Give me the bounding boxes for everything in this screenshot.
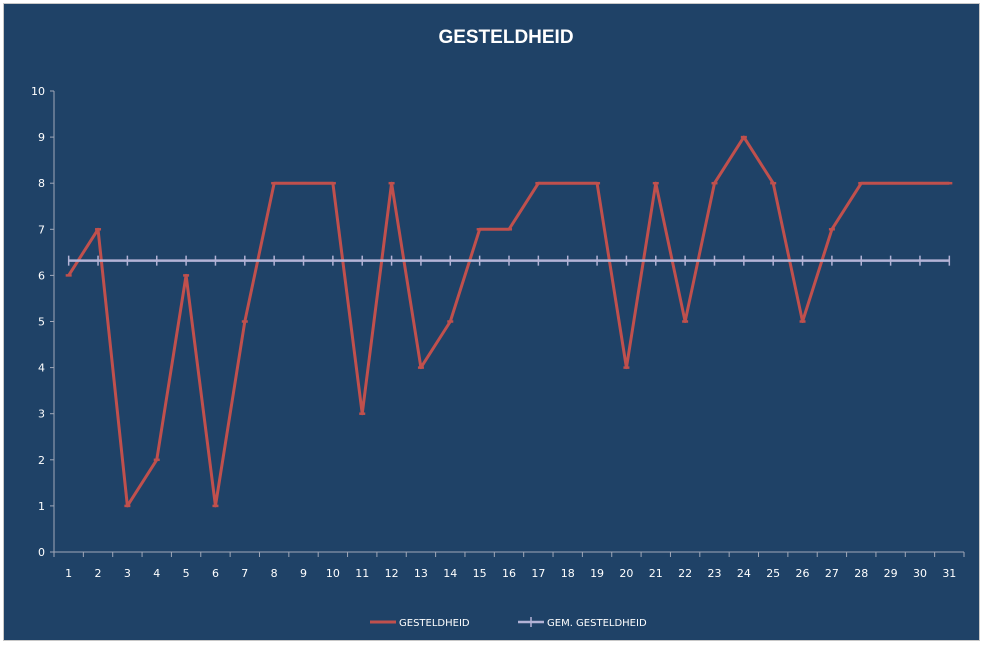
x-tick-label: 12 [385, 567, 399, 580]
x-tick-label: 1 [65, 567, 72, 580]
y-tick-label: 8 [38, 177, 45, 190]
x-tick-label: 4 [153, 567, 160, 580]
x-tick-label: 14 [443, 567, 457, 580]
x-tick-label: 27 [825, 567, 839, 580]
y-axis: 0 1 2 3 4 5 6 7 8 9 10 [31, 85, 55, 559]
x-tick-label: 23 [707, 567, 721, 580]
chart-area: GESTELDHEID 0 1 2 3 4 5 6 7 8 9 10 1 2 3 4 5 6 7 8 9 10 11 12… [3, 3, 980, 641]
x-tick-label: 16 [502, 567, 516, 580]
x-tick-label: 31 [942, 567, 956, 580]
y-tick-label: 10 [31, 85, 45, 98]
y-tick-label: 3 [38, 408, 45, 421]
series-gesteldheid [65, 135, 953, 508]
x-tick-label: 6 [212, 567, 219, 580]
legend-label-gem-gesteldheid: GEM. GESTELDHEID [547, 618, 647, 629]
x-tick-label: 5 [183, 567, 190, 580]
y-tick-label: 1 [38, 500, 45, 513]
x-tick-label: 25 [766, 567, 780, 580]
legend: GESTELDHEID GEM. GESTELDHEID [370, 617, 647, 629]
series-layer [65, 135, 953, 508]
x-tick-label: 29 [884, 567, 898, 580]
x-tick-label: 8 [271, 567, 278, 580]
x-tick-label: 15 [473, 567, 487, 580]
series-gem-gesteldheid [67, 255, 951, 266]
x-axis: 1 2 3 4 5 6 7 8 9 10 11 12 13 14 15 16 17 18 19 20 21 22 23 24 2… [53, 551, 965, 580]
y-tick-label: 4 [38, 362, 45, 375]
x-tick-label: 28 [854, 567, 868, 580]
x-tick-label: 10 [326, 567, 340, 580]
x-tick-label: 24 [737, 567, 751, 580]
x-tick-label: 3 [124, 567, 131, 580]
y-tick-label: 7 [38, 223, 45, 236]
series-line [67, 135, 950, 508]
y-tick-label: 9 [38, 131, 45, 144]
x-tick-label: 17 [531, 567, 545, 580]
y-tick-label: 5 [38, 316, 45, 329]
x-tick-label: 11 [355, 567, 369, 580]
x-tick-label: 2 [95, 567, 102, 580]
legend-label-gesteldheid: GESTELDHEID [399, 618, 470, 629]
y-tick-label: 6 [38, 269, 45, 282]
x-tick-label: 30 [913, 567, 927, 580]
x-tick-label: 7 [241, 567, 248, 580]
x-tick-label: 19 [590, 567, 604, 580]
chart-title: GESTELDHEID [438, 27, 573, 48]
y-tick-label: 0 [38, 546, 45, 559]
x-tick-label: 21 [649, 567, 663, 580]
y-tick-label: 2 [38, 454, 45, 467]
x-tick-label: 9 [300, 567, 307, 580]
x-tick-label: 20 [619, 567, 633, 580]
x-tick-label: 13 [414, 567, 428, 580]
x-tick-label: 22 [678, 567, 692, 580]
x-tick-label: 26 [796, 567, 810, 580]
x-tick-label: 18 [561, 567, 575, 580]
